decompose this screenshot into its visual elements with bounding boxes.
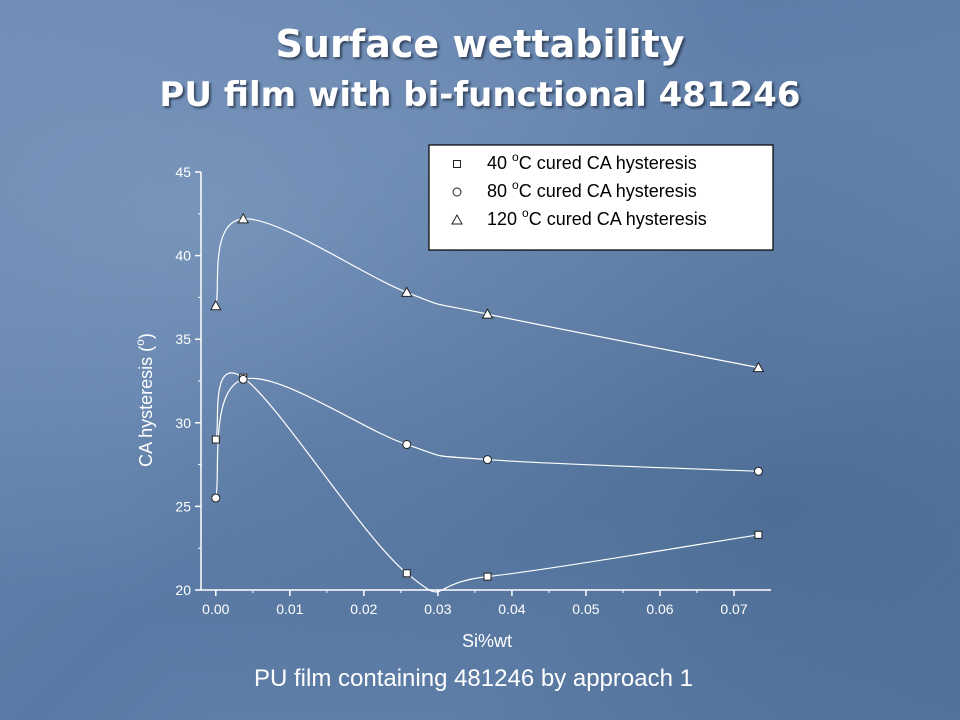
y-axis-label-close: ) bbox=[136, 333, 156, 339]
legend-entry: 120 oC cured CA hysteresis bbox=[487, 206, 707, 229]
data-point-circle bbox=[211, 493, 221, 503]
y-tick-label: 25 bbox=[175, 498, 191, 514]
x-tick-label: 0.02 bbox=[350, 601, 377, 617]
x-axis-label: Si%wt bbox=[462, 631, 512, 651]
data-point-triangle bbox=[752, 361, 765, 373]
data-point-square bbox=[754, 530, 763, 539]
x-tick-label: 0.01 bbox=[276, 601, 303, 617]
data-point-triangle bbox=[209, 299, 222, 311]
x-tick-label: 0.05 bbox=[572, 601, 599, 617]
y-axis-label-main: CA hysteresis ( bbox=[136, 346, 156, 467]
x-tick-label: 0.07 bbox=[720, 601, 747, 617]
data-point-circle bbox=[753, 466, 763, 476]
legend-marker-circle bbox=[452, 187, 462, 197]
y-tick-label: 35 bbox=[175, 331, 191, 347]
data-point-square bbox=[211, 435, 220, 444]
chart-legend: 40 oC cured CA hysteresis 80 oC cured CA … bbox=[428, 144, 774, 251]
data-point-square bbox=[483, 572, 492, 581]
chart-axes: 20 25 30 35 40 45 0.00 0.01 0.02 0.03 0.04 0.05 0.06… bbox=[175, 164, 771, 617]
data-point-triangle bbox=[481, 308, 494, 319]
y-axis-label: CA hysteresis (o) bbox=[133, 333, 156, 467]
legend-box bbox=[428, 144, 774, 251]
slide-title: Surface wettability bbox=[275, 22, 685, 66]
series-line-triangle bbox=[215, 218, 759, 369]
data-point-triangle bbox=[237, 212, 250, 224]
legend-marker-square bbox=[453, 160, 461, 168]
series-line-square bbox=[215, 372, 759, 593]
y-tick-label: 40 bbox=[175, 248, 191, 264]
data-point-triangle bbox=[400, 286, 413, 297]
data-point-circle bbox=[482, 455, 492, 465]
data-point-square bbox=[402, 569, 411, 578]
y-axis-label-degree: o bbox=[133, 339, 147, 346]
y-tick-label: 30 bbox=[175, 415, 191, 431]
x-tick-label: 0.04 bbox=[498, 601, 525, 617]
y-tick-label: 20 bbox=[175, 582, 191, 598]
legend-marker-triangle bbox=[451, 213, 463, 225]
y-tick-label: 45 bbox=[175, 164, 191, 180]
slide-subtitle: PU film with bi-functional 481246 bbox=[159, 75, 801, 115]
legend-entry: 80 oC cured CA hysteresis bbox=[487, 178, 697, 201]
data-point-circle bbox=[238, 374, 248, 384]
series-markers bbox=[209, 212, 765, 581]
legend-entry: 40 oC cured CA hysteresis bbox=[487, 150, 697, 173]
series-curves bbox=[215, 218, 759, 593]
data-point-circle bbox=[402, 440, 412, 450]
x-tick-label: 0.06 bbox=[646, 601, 673, 617]
x-tick-label: 0.03 bbox=[424, 601, 451, 617]
x-tick-label: 0.00 bbox=[202, 601, 229, 617]
slide-caption: PU film containing 481246 by approach 1 bbox=[254, 665, 693, 692]
